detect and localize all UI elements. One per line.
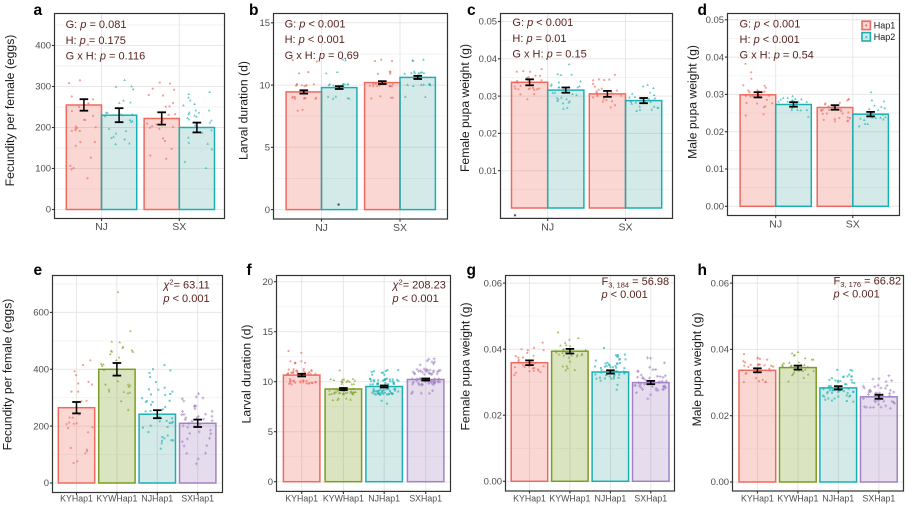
svg-text:0.02: 0.02 [706, 127, 725, 138]
svg-text:H: p < 0.001: H: p < 0.001 [740, 34, 800, 46]
svg-text:200: 200 [35, 123, 51, 134]
svg-text:KYHap1: KYHap1 [285, 494, 318, 504]
svg-text:KYWHap1: KYWHap1 [96, 494, 137, 504]
svg-text:h: h [698, 262, 707, 279]
svg-text:KYHap1: KYHap1 [741, 494, 774, 504]
svg-text:KYWHap1: KYWHap1 [323, 494, 364, 504]
svg-text:Female pupa weight (g): Female pupa weight (g) [458, 44, 472, 172]
svg-text:0: 0 [268, 477, 273, 488]
svg-text:400: 400 [35, 41, 51, 52]
svg-text:400: 400 [33, 365, 49, 376]
svg-text:NJ: NJ [95, 221, 108, 233]
svg-text:15: 15 [263, 327, 274, 338]
svg-text:0.05: 0.05 [706, 15, 725, 26]
svg-text:G x H: p = 0.15: G x H: p = 0.15 [512, 48, 586, 60]
svg-text:d: d [698, 2, 707, 19]
svg-text:Larval duration (d): Larval duration (d) [240, 325, 254, 424]
svg-text:p < 0.001: p < 0.001 [392, 293, 439, 305]
svg-text:G x H: p = 0.54: G x H: p = 0.54 [740, 50, 814, 62]
svg-text:5: 5 [265, 143, 270, 154]
svg-text:0: 0 [44, 478, 49, 489]
svg-text:Hap2: Hap2 [874, 32, 896, 42]
svg-text:SXHap1: SXHap1 [634, 494, 667, 504]
svg-text:H: p < 0.001: H: p < 0.001 [285, 34, 345, 46]
svg-text:χ2= 208.23: χ2= 208.23 [392, 278, 446, 292]
svg-text:g: g [467, 262, 476, 279]
svg-text:SXHap1: SXHap1 [863, 494, 896, 504]
svg-text:0.04: 0.04 [711, 345, 730, 356]
svg-text:SX: SX [172, 221, 186, 233]
svg-text:c: c [467, 2, 476, 19]
svg-text:20: 20 [263, 277, 274, 288]
svg-text:0.06: 0.06 [711, 278, 730, 289]
svg-text:G: p < 0.001: G: p < 0.001 [740, 18, 801, 30]
svg-text:a: a [34, 2, 43, 19]
svg-text:0.03: 0.03 [479, 91, 498, 102]
svg-text:0.02: 0.02 [484, 410, 503, 421]
svg-text:KYHap1: KYHap1 [513, 494, 546, 504]
svg-text:0.04: 0.04 [706, 52, 725, 63]
svg-text:0.02: 0.02 [711, 411, 730, 422]
svg-text:0: 0 [265, 205, 270, 216]
svg-text:Male pupa weight (g): Male pupa weight (g) [686, 45, 700, 159]
svg-text:NJ: NJ [315, 222, 328, 234]
svg-text:NJHap1: NJHap1 [822, 494, 854, 504]
svg-text:200: 200 [33, 421, 49, 432]
svg-text:H: p = 0.01: H: p = 0.01 [512, 33, 566, 45]
svg-text:p < 0.001: p < 0.001 [833, 289, 880, 301]
svg-text:300: 300 [35, 82, 51, 93]
svg-text:G x H: p = 0.116: G x H: p = 0.116 [66, 50, 146, 62]
svg-text:0.04: 0.04 [484, 344, 503, 355]
svg-text:SX: SX [846, 219, 860, 231]
svg-text:NJHap1: NJHap1 [141, 494, 173, 504]
svg-text:0.01: 0.01 [706, 164, 725, 175]
svg-text:Fecundity per female (eggs): Fecundity per female (eggs) [1, 299, 15, 451]
svg-text:f: f [247, 262, 253, 279]
svg-text:SXHap1: SXHap1 [409, 494, 442, 504]
svg-text:10: 10 [260, 80, 271, 91]
svg-text:600: 600 [33, 308, 49, 319]
svg-text:10: 10 [263, 377, 274, 388]
svg-text:G x H: p = 0.69: G x H: p = 0.69 [285, 50, 359, 62]
svg-text:SX: SX [618, 221, 632, 233]
svg-text:0.00: 0.00 [484, 477, 503, 488]
svg-text:G: p = 0.081: G: p = 0.081 [66, 19, 127, 31]
svg-text:NJ: NJ [541, 221, 554, 233]
svg-text:SXHap1: SXHap1 [181, 494, 214, 504]
svg-text:NJ: NJ [769, 219, 782, 231]
svg-text:Larval duration (d): Larval duration (d) [237, 61, 251, 160]
svg-text:0.00: 0.00 [711, 477, 730, 488]
svg-text:KYWHap1: KYWHap1 [777, 494, 818, 504]
svg-text:Male pupa weight (g): Male pupa weight (g) [690, 313, 704, 427]
svg-text:0: 0 [46, 205, 51, 216]
svg-text:Female pupa weight (g): Female pupa weight (g) [459, 302, 473, 430]
svg-text:15: 15 [260, 18, 271, 29]
svg-text:SX: SX [393, 222, 407, 234]
svg-text:0.02: 0.02 [479, 129, 498, 140]
svg-text:KYHap1: KYHap1 [60, 494, 93, 504]
svg-text:e: e [34, 262, 43, 279]
svg-text:H: p = 0.175: H: p = 0.175 [66, 35, 126, 47]
svg-text:5: 5 [268, 427, 273, 438]
svg-text:Hap1: Hap1 [874, 21, 896, 31]
svg-text:G: p < 0.001: G: p < 0.001 [285, 19, 346, 31]
svg-text:Fecundity per female (eggs): Fecundity per female (eggs) [3, 35, 17, 187]
svg-text:χ2= 63.11: χ2= 63.11 [162, 277, 209, 291]
svg-text:G: p < 0.001: G: p < 0.001 [512, 17, 573, 29]
svg-text:0.04: 0.04 [479, 54, 498, 65]
svg-text:NJHap1: NJHap1 [368, 494, 400, 504]
svg-text:KYWHap1: KYWHap1 [549, 494, 590, 504]
svg-text:100: 100 [35, 164, 51, 175]
svg-text:0.00: 0.00 [706, 202, 725, 213]
svg-text:0.03: 0.03 [706, 90, 725, 101]
svg-text:p < 0.001: p < 0.001 [162, 293, 209, 305]
svg-text:NJHap1: NJHap1 [595, 494, 627, 504]
svg-text:0.01: 0.01 [479, 166, 498, 177]
svg-text:0.05: 0.05 [479, 17, 498, 28]
svg-text:b: b [249, 2, 258, 19]
svg-text:0.06: 0.06 [484, 278, 503, 289]
svg-text:p < 0.001: p < 0.001 [601, 289, 648, 301]
